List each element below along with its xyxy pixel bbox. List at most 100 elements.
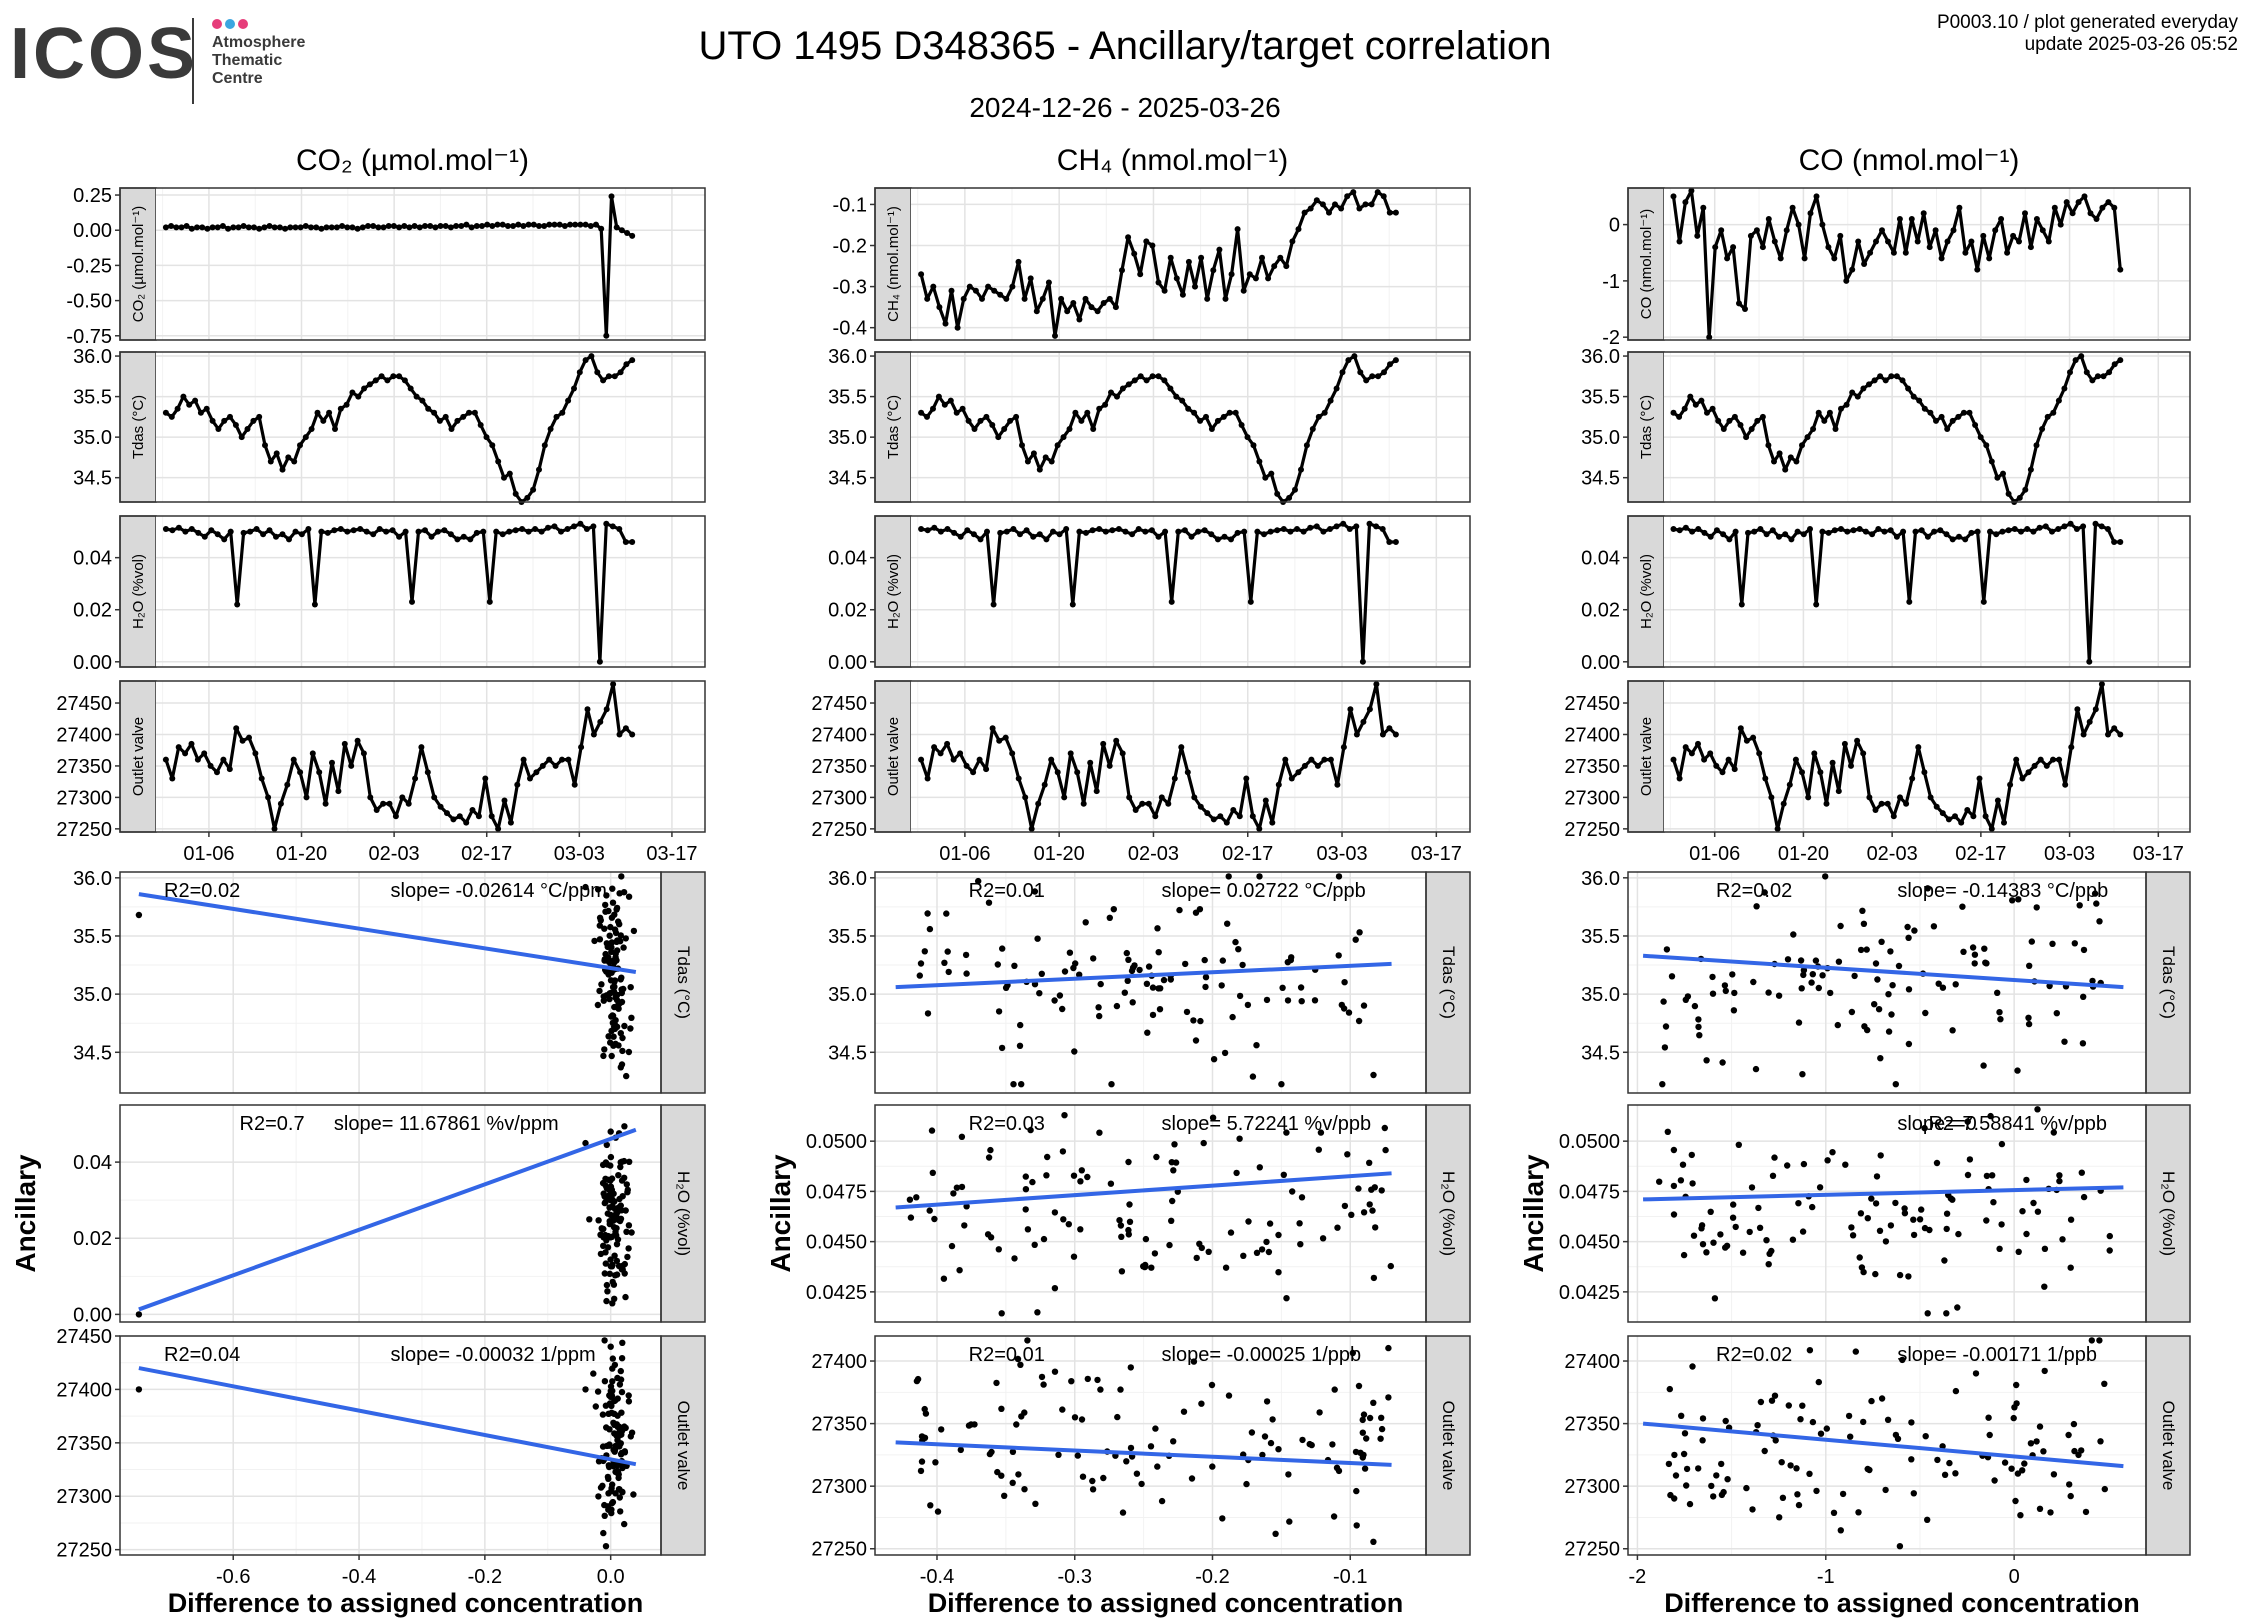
scatter-point <box>1256 1164 1264 1171</box>
data-point <box>572 221 579 228</box>
data-point <box>442 223 449 229</box>
scatter-point <box>625 1398 633 1405</box>
scatter-point <box>1772 1437 1779 1444</box>
data-point <box>2117 731 2124 738</box>
data-point <box>425 405 432 412</box>
scatter-point <box>611 1021 619 1028</box>
scatter-point <box>1845 1412 1853 1420</box>
data-point <box>495 458 502 465</box>
data-point <box>1850 527 1857 534</box>
data-point <box>1131 250 1138 257</box>
scatter-point <box>913 1194 920 1201</box>
scatter-point <box>998 1310 1005 1317</box>
data-point <box>2050 409 2057 416</box>
data-point <box>2036 524 2043 531</box>
data-point <box>2033 442 2040 449</box>
data-point <box>178 224 185 231</box>
x-tick-label: 03-17 <box>1411 843 1462 865</box>
scatter-point <box>2023 1176 2030 1184</box>
data-point <box>1001 426 1008 432</box>
data-point <box>1815 409 1822 416</box>
data-point <box>1890 813 1897 820</box>
scatter-point <box>1703 1249 1710 1256</box>
x-tick-label: 03-17 <box>646 843 697 865</box>
scatter-point <box>1084 1375 1092 1383</box>
scatter-point <box>1209 1463 1216 1470</box>
data-point <box>996 737 1003 744</box>
data-point <box>1353 523 1360 530</box>
y-tick-label: 27300 <box>1564 1476 1620 1498</box>
data-point <box>384 377 391 384</box>
scatter-point <box>135 911 143 919</box>
data-point <box>1885 238 1891 245</box>
scatter-point <box>616 1494 623 1501</box>
y-tick-label: 27450 <box>811 693 867 715</box>
data-point <box>571 523 577 530</box>
data-point <box>1958 819 1965 826</box>
data-point <box>989 725 996 732</box>
scatter-point <box>1016 1042 1024 1050</box>
scatter-point <box>1795 1501 1803 1509</box>
scatter-point <box>1795 1019 1803 1026</box>
data-point <box>1230 807 1237 813</box>
scatter-point <box>2036 1505 2044 1513</box>
scatter-point <box>630 1491 637 1498</box>
scatter-point <box>1904 923 1911 931</box>
regression-line <box>138 1366 637 1467</box>
scatter-point <box>1183 1008 1191 1016</box>
data-point <box>1327 397 1334 404</box>
data-point <box>1933 417 1939 424</box>
scatter-point <box>1910 1231 1918 1239</box>
data-point <box>616 526 623 532</box>
data-point <box>1069 601 1076 608</box>
scatter-point <box>1816 1184 1824 1191</box>
data-point <box>1338 205 1345 212</box>
scatter-point <box>1056 992 1064 999</box>
facet-strip <box>2145 1104 2191 1323</box>
scatter-point <box>600 1529 607 1537</box>
data-point <box>1915 744 1922 751</box>
data-point <box>918 271 925 278</box>
data-point <box>1938 413 1945 420</box>
data-point <box>1793 458 1800 465</box>
data-point <box>2075 199 2082 206</box>
data-point <box>1736 300 1742 307</box>
data-point <box>350 527 357 534</box>
scatter-point <box>605 958 613 966</box>
panel-frame <box>874 871 1427 1094</box>
data-point <box>1360 718 1367 725</box>
data-point <box>469 807 476 813</box>
scatter-point <box>1990 1199 1997 1206</box>
scatter-point <box>1806 1347 1814 1354</box>
scatter-point <box>615 1172 622 1179</box>
data-point <box>2056 756 2063 763</box>
data-point <box>551 221 558 228</box>
scatter-point <box>1735 1141 1743 1149</box>
scatter-point <box>1151 1250 1159 1257</box>
y-tick-label: 0.00 <box>73 1304 112 1326</box>
scatter-point <box>625 1048 633 1056</box>
data-point <box>2033 216 2040 222</box>
data-point <box>1009 750 1016 757</box>
data-point <box>931 524 938 531</box>
scatter-point <box>917 960 925 967</box>
data-point <box>473 529 480 536</box>
panel-frame <box>119 515 706 668</box>
scatter-point <box>1317 1129 1325 1136</box>
scatter-point <box>1117 1386 1124 1393</box>
scatter-point <box>1952 981 1959 988</box>
data-point <box>524 494 531 501</box>
scatter-point <box>1360 1411 1368 1418</box>
scatter-point <box>1331 1386 1338 1393</box>
y-tick-label: 34.5 <box>73 468 112 490</box>
scatter-point <box>921 1434 929 1442</box>
data-point <box>1893 533 1900 540</box>
scatter-point <box>1009 1479 1016 1487</box>
data-point <box>499 531 506 538</box>
data-point <box>1726 536 1733 543</box>
data-point <box>1100 300 1107 306</box>
y-axis-title: Ancillary <box>1518 1154 1549 1273</box>
data-point <box>1386 725 1393 732</box>
logo-divider <box>192 18 194 104</box>
data-point <box>335 788 342 795</box>
